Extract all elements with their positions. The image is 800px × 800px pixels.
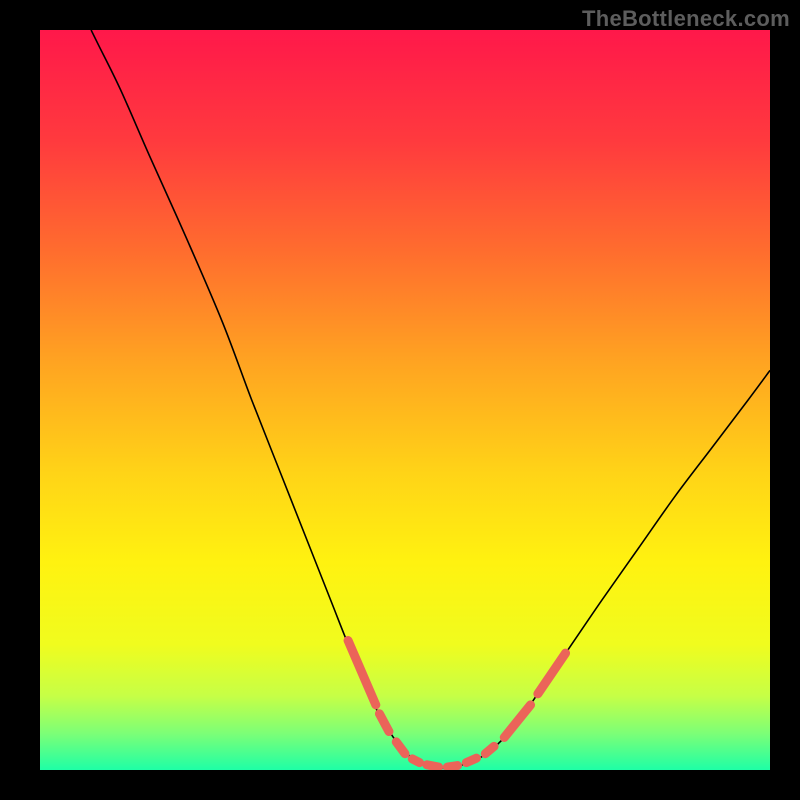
marker-segment bbox=[427, 765, 439, 767]
bottleneck-chart-svg bbox=[40, 30, 770, 770]
marker-segment bbox=[447, 766, 457, 767]
chart-background-gradient bbox=[40, 30, 770, 770]
marker-segment bbox=[485, 746, 494, 753]
watermark-text: TheBottleneck.com bbox=[582, 6, 790, 32]
marker-segment bbox=[466, 758, 476, 762]
chart-plot-area bbox=[40, 30, 770, 770]
marker-segment bbox=[412, 759, 419, 763]
